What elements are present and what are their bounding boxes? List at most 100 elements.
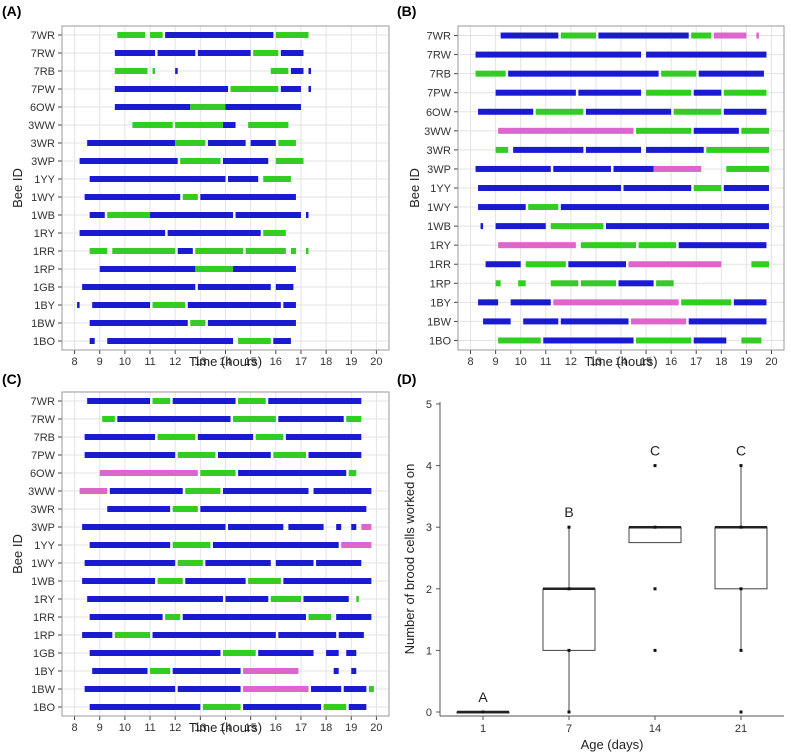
y-tick-label: 1BY: [34, 300, 55, 312]
activity-segment-1GB: [89, 650, 221, 656]
y-tick-label: 1YY: [34, 540, 55, 552]
x-tick-label: 18: [320, 356, 332, 368]
activity-segment-1WY: [478, 204, 526, 211]
y-axis-title: Bee ID: [10, 534, 25, 574]
activity-segment-1WB: [248, 578, 281, 584]
y-tick-label: 6OW: [426, 107, 452, 119]
data-point: [567, 525, 571, 529]
activity-segment-7PW: [217, 452, 271, 458]
activity-segment-1BO: [273, 338, 291, 344]
activity-segment-1BY: [510, 299, 551, 306]
activity-segment-1BO: [323, 704, 347, 710]
y-tick-label: 3WW: [424, 126, 452, 138]
x-tick-label: 16: [665, 356, 677, 368]
y-tick-label: 1WY: [427, 202, 452, 214]
activity-segment-7RB: [270, 68, 289, 74]
y-tick-label: 1RY: [34, 594, 56, 606]
y-tick-label: 7RB: [34, 66, 55, 78]
activity-segment-6OW: [585, 108, 672, 115]
activity-segment-7WR: [165, 32, 274, 38]
activity-segment-1WY: [275, 560, 314, 566]
activity-segment-3WR: [706, 146, 769, 153]
activity-segment-3WW: [693, 127, 739, 134]
activity-segment-3WR: [200, 506, 367, 512]
activity-segment-1RR: [290, 248, 296, 254]
y-tick-label: 6OW: [30, 468, 56, 480]
y-tick-label: 1WB: [427, 221, 451, 233]
activity-segment-1RY: [270, 596, 301, 602]
activity-segment-1BW: [483, 318, 511, 325]
activity-segment-7RB: [152, 68, 156, 74]
activity-segment-6OW: [190, 104, 226, 110]
activity-segment-3WP: [288, 524, 324, 530]
activity-segment-1WY: [528, 204, 559, 211]
activity-segment-1RY: [225, 596, 269, 602]
x-tick-label: 19: [345, 356, 357, 368]
data-point: [567, 587, 571, 591]
activity-segment-1GB: [258, 650, 314, 656]
activity-segment-7RB: [698, 70, 764, 77]
y-tick-label: 7WR: [31, 30, 56, 42]
activity-segment-1WB: [605, 223, 769, 230]
activity-segment-1YY: [212, 542, 339, 548]
box-14: [628, 526, 682, 544]
y-tick-label: 3WW: [28, 120, 56, 132]
activity-segment-7RW: [278, 416, 344, 422]
y-tick-label: 7RB: [34, 432, 55, 444]
panel-label: (C): [2, 371, 21, 387]
activity-segment-1BW: [523, 318, 559, 325]
activity-segment-7PW: [646, 89, 692, 96]
x-tick-label: 11: [144, 356, 155, 368]
activity-segment-3WR: [585, 146, 642, 153]
activity-segment-6OW: [114, 104, 191, 110]
activity-segment-1RP: [195, 266, 234, 272]
activity-segment-7PW: [723, 89, 767, 96]
y-tick-label: 3WR: [427, 145, 452, 157]
activity-segment-3WW: [248, 122, 289, 128]
y-tick-label: 7RW: [427, 50, 452, 62]
data-point: [653, 464, 657, 468]
x-axis-title: Time (hours): [584, 354, 657, 369]
activity-segment-1BY: [77, 302, 80, 308]
activity-segment-1BO: [741, 337, 762, 344]
x-tick-label: 12: [565, 356, 577, 368]
x-tick-label: 20: [370, 356, 382, 368]
activity-segment-1BY: [243, 668, 299, 674]
x-axis-title: Time (hours): [189, 720, 262, 735]
plot-border: [457, 25, 785, 351]
activity-segment-1WB: [305, 212, 309, 218]
data-point: [653, 648, 657, 652]
y-tick-label: 7PW: [31, 84, 55, 96]
activity-segment-7PW: [114, 86, 229, 92]
x-tick-label: 10: [119, 356, 131, 368]
activity-segment-1RR: [628, 261, 722, 268]
activity-segment-7WR: [117, 32, 146, 38]
panel-label: (B): [397, 3, 416, 19]
activity-segment-1GB: [346, 650, 357, 656]
activity-segment-1BY: [681, 299, 732, 306]
activity-segment-1RP: [518, 280, 526, 287]
timeline-panel-1: 8 9 10 11 12 13 14 15 16 17 18 19 20 7WR 7RW 7RB 7PW 6OW 3…: [397, 3, 785, 369]
activity-segment-7WR: [713, 32, 747, 39]
activity-segment-7RW: [280, 50, 304, 56]
y-tick-label: 1YY: [34, 174, 55, 186]
y-tick-label: 3: [426, 522, 432, 534]
activity-segment-7RW: [102, 416, 115, 422]
activity-segment-1RR: [245, 248, 286, 254]
y-axis-title: Bee ID: [10, 168, 25, 208]
activity-segment-1RY: [498, 242, 576, 249]
activity-segment-7RB: [157, 434, 196, 440]
activity-segment-7PW: [308, 86, 312, 92]
activity-segment-1WB: [157, 578, 183, 584]
activity-segment-3WP: [82, 524, 226, 530]
y-axis-title: Number of brood cells worked on: [402, 464, 417, 655]
activity-segment-7RB: [84, 434, 156, 440]
activity-segment-7RB: [114, 68, 148, 74]
y-tick-label: 7PW: [427, 88, 451, 100]
plot-border: [61, 391, 390, 717]
plot-border: [61, 25, 390, 351]
activity-segment-1BO: [238, 338, 271, 344]
activity-segment-1GB: [82, 284, 196, 290]
activity-segment-1RY: [303, 596, 349, 602]
x-axis-title: Time (hours): [189, 354, 262, 369]
